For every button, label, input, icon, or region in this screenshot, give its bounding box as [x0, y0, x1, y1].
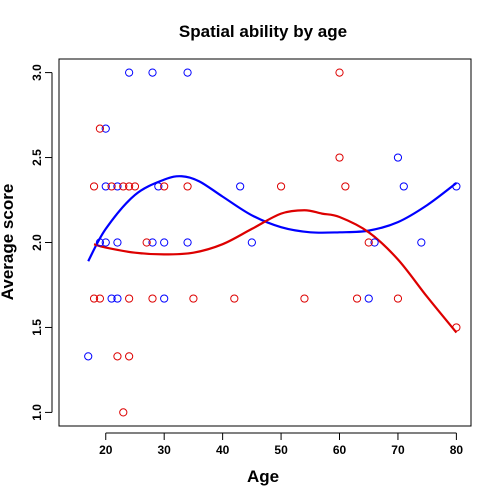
x-tick-label: 20 — [99, 443, 113, 457]
x-axis-title: Age — [247, 467, 279, 486]
x-tick-label: 40 — [216, 443, 230, 457]
y-tick-label: 1.0 — [30, 404, 44, 421]
y-axis-title: Average score — [0, 184, 17, 301]
chart-title: Spatial ability by age — [179, 22, 347, 41]
y-tick-label: 1.5 — [30, 319, 44, 336]
x-tick-label: 80 — [450, 443, 464, 457]
x-tick-label: 50 — [274, 443, 288, 457]
y-tick-label: 3.0 — [30, 64, 44, 81]
x-tick-label: 70 — [391, 443, 405, 457]
y-tick-label: 2.5 — [30, 149, 44, 166]
x-tick-label: 30 — [158, 443, 172, 457]
y-tick-label: 2.0 — [30, 234, 44, 251]
x-tick-label: 60 — [333, 443, 347, 457]
